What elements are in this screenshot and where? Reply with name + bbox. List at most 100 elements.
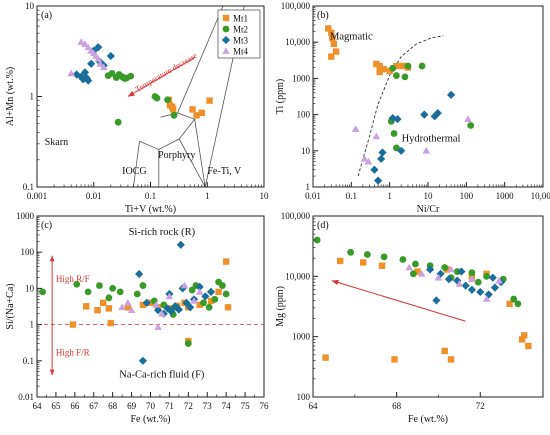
data-point-mt2 xyxy=(211,295,219,303)
data-point-mt1 xyxy=(328,53,335,60)
legend-label: Mt1 xyxy=(233,14,248,24)
data-point-mt4 xyxy=(81,40,89,47)
data-point-mt1 xyxy=(399,62,406,70)
data-point-mt2 xyxy=(109,285,117,292)
plot-area xyxy=(325,25,475,185)
data-point-mt4 xyxy=(351,125,360,132)
data-point-mt1 xyxy=(139,301,147,309)
y-axis-label: Al+Mn (wt.%) xyxy=(5,67,16,127)
y-tick-label: 0.01 xyxy=(18,392,34,402)
data-point-mt4 xyxy=(190,297,198,304)
data-point-mt4 xyxy=(405,263,413,271)
data-point-mt4 xyxy=(165,292,174,300)
data-point-mt1 xyxy=(376,68,383,76)
data-point-mt1 xyxy=(94,306,101,314)
x-tick-label: 10 xyxy=(424,191,434,201)
data-point-mt4 xyxy=(118,303,126,311)
x-tick-label: 69 xyxy=(127,401,137,411)
data-point-mt2 xyxy=(467,122,475,129)
plot-frame xyxy=(312,215,544,398)
x-tick-label: 10 xyxy=(260,191,270,201)
data-point-mt4 xyxy=(67,69,75,77)
field-boundary-line xyxy=(194,119,206,187)
data-point-mt2 xyxy=(96,282,103,289)
data-point-mt3 xyxy=(176,240,185,249)
panel-label: (a) xyxy=(41,10,52,21)
x-tick-label: 73 xyxy=(203,401,213,411)
data-point-mt3 xyxy=(153,306,163,315)
x-tick-label: 0.001 xyxy=(27,191,47,201)
data-point-mt2 xyxy=(389,64,397,72)
data-point-mt4 xyxy=(422,147,431,154)
data-point-mt1 xyxy=(336,257,344,265)
data-point-mt1 xyxy=(520,332,528,339)
data-point-mt3 xyxy=(138,356,148,365)
data-point-mt2 xyxy=(200,299,207,307)
x-axis-label: Fe (wt.%) xyxy=(408,414,448,425)
x-tick-label: 68 xyxy=(392,401,402,411)
data-point-mt1 xyxy=(391,356,398,363)
data-point-mt1 xyxy=(124,304,131,311)
field-boundary-line xyxy=(133,141,140,187)
trend-arrow-head xyxy=(49,255,55,262)
y-axis-label: Si/(Na+Ca) xyxy=(5,283,16,329)
data-point-mt3 xyxy=(476,287,485,297)
panel-b-chart: Magmatic Hydrothermal 0.01 0.1 1 10 100 1000 10,… xyxy=(275,1,550,215)
data-point-mt3 xyxy=(77,72,86,81)
data-point-mt1 xyxy=(215,288,222,296)
data-point-mt3 xyxy=(186,303,195,312)
data-point-mt1 xyxy=(376,62,383,70)
x-tick-label: 0.01 xyxy=(86,191,102,201)
data-point-mt1 xyxy=(169,106,177,113)
x-tick-label: 68 xyxy=(108,401,118,411)
data-point-mt1 xyxy=(441,347,448,355)
data-point-mt2 xyxy=(73,280,81,288)
data-point-mt2 xyxy=(205,303,213,311)
y-tick-label: 1 xyxy=(30,320,35,330)
data-point-mt2 xyxy=(390,130,398,137)
field-label: Fe-Ti, V xyxy=(207,166,242,177)
data-point-mt1 xyxy=(329,34,336,42)
x-tick-label: 67 xyxy=(89,401,99,411)
data-point-mt2 xyxy=(313,236,321,244)
y-tick-label: 0.1 xyxy=(23,182,34,192)
data-point-mt1 xyxy=(506,300,513,308)
data-point-mt4 xyxy=(84,43,93,51)
data-point-mt3 xyxy=(420,110,429,119)
data-point-mt2 xyxy=(380,253,388,261)
panel-c-chart: Si-rich rock (R) Na-Ca-rich fluid (F) High… xyxy=(5,211,269,425)
data-point-mt4 xyxy=(455,280,464,287)
data-point-mt2 xyxy=(139,282,147,289)
data-point-mt1 xyxy=(189,106,196,113)
data-point-mt2 xyxy=(84,288,92,296)
plot-area xyxy=(313,236,532,363)
data-point-mt1 xyxy=(328,29,335,37)
data-point-mt3 xyxy=(174,305,183,314)
data-point-mt3 xyxy=(436,269,445,278)
data-point-mt2 xyxy=(153,94,161,102)
data-point-mt2 xyxy=(164,96,171,104)
data-point-mt2 xyxy=(393,72,400,79)
data-point-mt3 xyxy=(167,307,176,316)
data-point-mt3 xyxy=(178,284,187,293)
legend-label: Mt2 xyxy=(233,25,248,35)
arrow-label: High F/R xyxy=(56,348,90,358)
region-label: Magmatic xyxy=(330,31,373,42)
data-point-mt1 xyxy=(193,112,200,119)
y-tick-label: 100,000 xyxy=(281,1,311,11)
x-axis-label: Fe (wt.%) xyxy=(131,414,171,425)
data-point-mt4 xyxy=(158,309,166,317)
data-point-mt1 xyxy=(198,109,205,117)
arrow-label: High R/F xyxy=(56,274,90,284)
data-point-mt1 xyxy=(330,40,338,48)
data-point-mt2 xyxy=(453,268,461,275)
data-point-mt4 xyxy=(495,276,503,284)
data-point-mt2 xyxy=(215,278,223,286)
data-point-mt3 xyxy=(142,298,151,307)
data-point-mt2 xyxy=(510,295,518,303)
data-point-mt2 xyxy=(184,340,192,347)
y-axis-label: Mg (ppm) xyxy=(275,286,286,327)
data-point-mt3 xyxy=(201,292,210,301)
data-point-mt2 xyxy=(39,288,47,296)
data-point-mt3 xyxy=(182,298,191,307)
